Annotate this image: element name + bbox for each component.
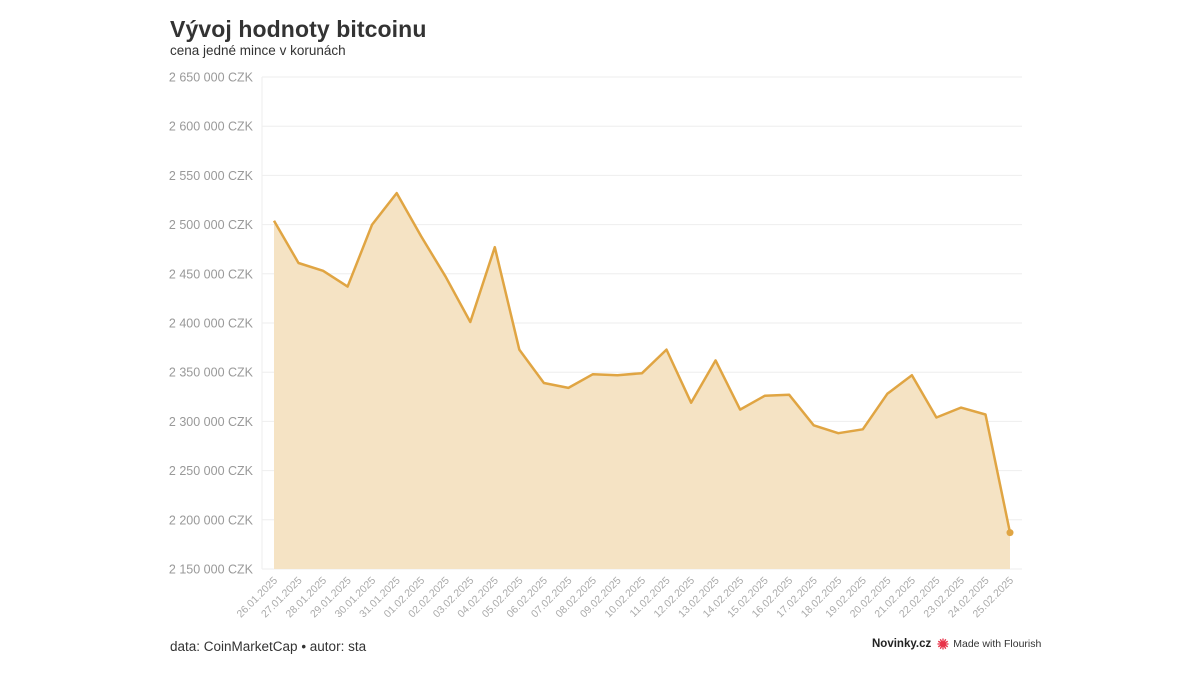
y-tick-label: 2 500 000 CZK <box>169 218 254 232</box>
publisher-logo[interactable]: Novinky.cz <box>872 638 932 650</box>
y-tick-label: 2 150 000 CZK <box>169 563 254 577</box>
y-axis: 2 150 000 CZK 2 200 000 CZK 2 250 000 CZK 2… <box>169 71 254 577</box>
area-fill <box>274 193 1010 569</box>
chart-subtitle: cena jedné mince v korunách <box>170 43 346 58</box>
y-tick-label: 2 200 000 CZK <box>169 513 254 527</box>
chart-title: Vývoj hodnoty bitcoinu <box>170 16 427 42</box>
y-tick-label: 2 350 000 CZK <box>169 366 254 380</box>
x-axis: 26.01.202527.01.202528.01.202529.01.2025… <box>234 575 1016 621</box>
y-tick-label: 2 650 000 CZK <box>169 71 254 85</box>
flourish-label: Made with Flourish <box>953 638 1042 650</box>
y-tick-label: 2 400 000 CZK <box>169 317 254 331</box>
price-line <box>272 191 1012 533</box>
y-tick-label: 2 450 000 CZK <box>169 267 254 281</box>
made-with-flourish-link[interactable]: Made with Flourish <box>937 638 1041 650</box>
flourish-logo-icon <box>937 638 949 650</box>
y-tick-label: 2 250 000 CZK <box>169 464 254 478</box>
y-tick-label: 2 300 000 CZK <box>169 415 254 429</box>
y-tick-label: 2 550 000 CZK <box>169 169 254 183</box>
end-point-marker[interactable] <box>1006 529 1014 537</box>
footer-brand: Novinky.cz Made with Flourish <box>872 638 1041 650</box>
area-chart: 2 150 000 CZK 2 200 000 CZK 2 250 000 CZK 2… <box>169 71 1022 621</box>
y-tick-label: 2 600 000 CZK <box>169 120 254 134</box>
source-credit: data: CoinMarketCap • autor: sta <box>170 639 367 654</box>
